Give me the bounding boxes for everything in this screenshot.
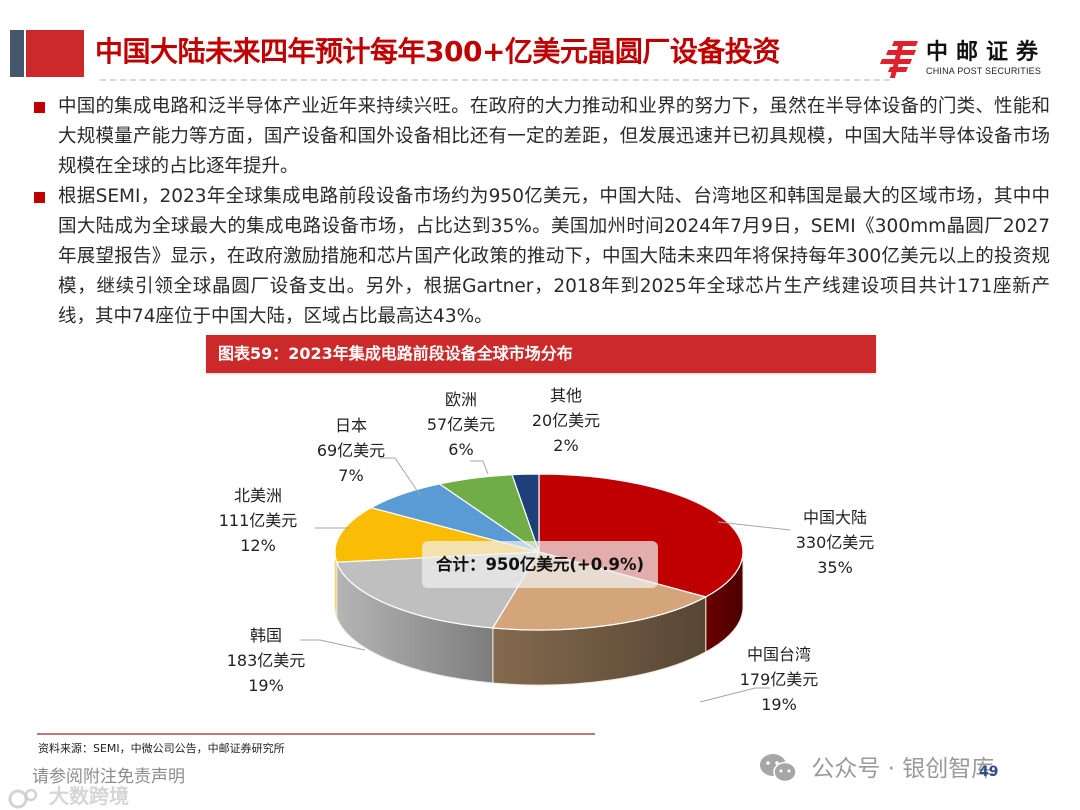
page-number: 49 xyxy=(979,764,999,780)
label-north-america: 北美洲 111亿美元 12% xyxy=(218,486,298,555)
pie-side-china-taiwan xyxy=(492,596,707,686)
title-divider xyxy=(100,79,890,81)
wechat-icon xyxy=(760,753,797,782)
pie-slice-others xyxy=(511,473,540,553)
label-china-taiwan: 中国台湾 179亿美元 19% xyxy=(739,645,819,714)
pie-slice-north-america xyxy=(334,507,540,563)
label-china-mainland: 中国大陆 330亿美元 35% xyxy=(795,508,875,577)
pie-slice-korea xyxy=(335,551,541,629)
pie-slice-japan xyxy=(369,483,540,553)
bullet-text: 中国的集成电路和泛半导体产业近年来持续兴旺。在政府的大力推动和业界的努力下，虽然… xyxy=(58,96,1050,177)
header: 中国大陆未来四年预计每年300+亿美元晶圆厂设备投资 中邮证券 CHINA PO… xyxy=(0,0,1080,90)
leader-line-japan xyxy=(380,457,421,496)
bullet-square-icon xyxy=(34,102,45,113)
watermark-left: 大数跨境 xyxy=(8,780,129,809)
figure-title-bar: 图表59：2023年集成电路前段设备全球市场分布 xyxy=(206,335,876,373)
pie-side-korea xyxy=(336,562,494,684)
bullet-square-icon xyxy=(34,192,45,203)
pie-slice-china-mainland xyxy=(538,473,744,598)
leader-line-china-taiwan xyxy=(699,687,770,703)
label-japan: 日本 69亿美元 7% xyxy=(316,416,386,485)
leader-line-china-mainland xyxy=(717,521,791,531)
company-logo: 中邮证券 CHINA POST SECURITIES xyxy=(878,38,1058,80)
disclaimer: 请参阅附注免责声明 xyxy=(32,767,185,787)
bullet-list: 中国的集成电路和泛半导体产业近年来持续兴旺。在政府的大力推动和业界的努力下，虽然… xyxy=(30,92,1050,332)
china-post-logo-icon xyxy=(880,41,918,78)
source-divider xyxy=(37,733,595,735)
bullet-item: 根据SEMI，2023年全球集成电路前段设备市场约为950亿美元，中国大陆、台湾… xyxy=(30,182,1050,332)
pie-slice-china-taiwan xyxy=(491,551,708,631)
label-others: 其他 20亿美元 2% xyxy=(531,386,601,455)
total-annotation: 合计：950亿美元(+0.9%) xyxy=(422,541,658,588)
leader-line-europe xyxy=(470,460,489,475)
title-accent-red xyxy=(26,30,84,77)
title-accent-dark xyxy=(10,30,24,77)
pie-side-north-america xyxy=(334,551,338,618)
pie-slice-europe xyxy=(437,474,541,554)
total-annotation-text: 合计：950亿美元(+0.9%) xyxy=(435,555,645,574)
figure-title: 图表59：2023年集成电路前段设备全球市场分布 xyxy=(218,344,573,363)
label-europe: 欧洲 57亿美元 6% xyxy=(426,390,496,459)
pie-side-china-mainland xyxy=(705,551,744,653)
leader-line-korea xyxy=(300,639,366,651)
logo-name-cn: 中邮证券 xyxy=(926,40,1047,65)
source-note: 资料来源：SEMI，中微公司公告，中邮证券研究所 xyxy=(38,742,285,755)
label-korea: 韩国 183亿美元 19% xyxy=(226,626,306,695)
page-title: 中国大陆未来四年预计每年300+亿美元晶圆厂设备投资 xyxy=(95,35,780,68)
bullet-text: 根据SEMI，2023年全球集成电路前段设备市场约为950亿美元，中国大陆、台湾… xyxy=(58,186,1050,327)
logo-name-en: CHINA POST SECURITIES xyxy=(926,66,1042,76)
watermark-right: 公众号 · 银创智库 xyxy=(758,749,994,785)
bullet-item: 中国的集成电路和泛半导体产业近年来持续兴旺。在政府的大力推动和业界的努力下，虽然… xyxy=(30,92,1050,182)
watermark-logo-icon xyxy=(8,788,38,808)
